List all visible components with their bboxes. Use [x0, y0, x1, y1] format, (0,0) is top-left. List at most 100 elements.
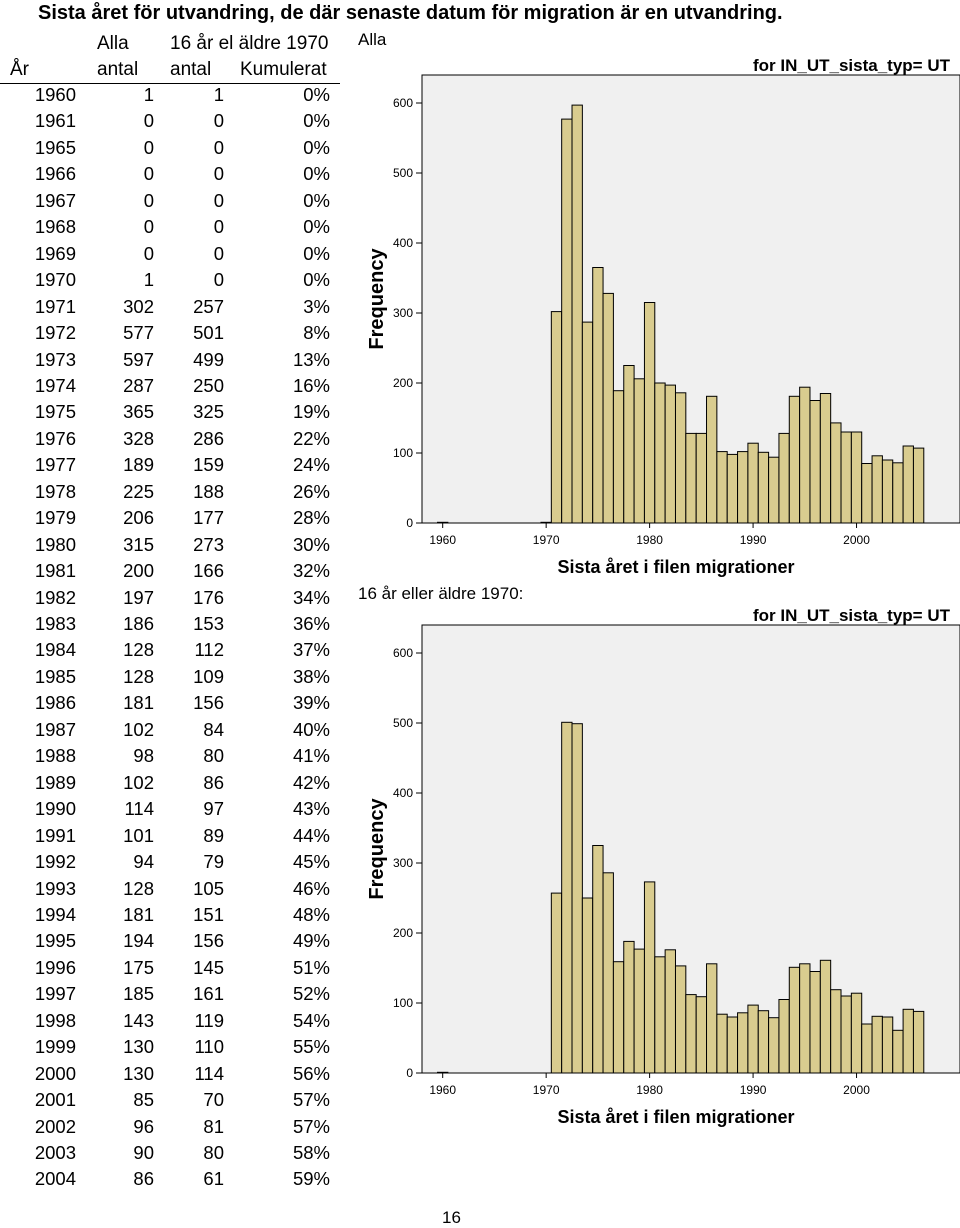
histogram-bar: [612, 961, 625, 1074]
y-tick-label: 600: [393, 96, 413, 110]
row-antal-alla: 1: [143, 269, 154, 291]
histogram-bar: [706, 395, 718, 524]
row-antal-alla: 101: [123, 824, 154, 846]
row-kumulerat: 57%: [292, 1115, 330, 1137]
row-antal-16: 156: [193, 692, 224, 714]
page-title: Sista året för utvandring, de där senast…: [38, 2, 783, 24]
histogram-bar: [581, 897, 594, 1074]
row-year: 2002: [34, 1115, 76, 1137]
row-antal-alla: 0: [143, 163, 154, 185]
y-axis-label: Frequency: [366, 798, 388, 900]
row-year: 1983: [34, 613, 76, 634]
histogram-bar: [581, 321, 594, 524]
row-kumulerat: 43%: [292, 798, 330, 820]
header-ar: År: [10, 59, 29, 80]
row-antal-16: 84: [203, 718, 224, 740]
row-antal-alla: 315: [123, 533, 154, 555]
histogram-bar: [571, 723, 583, 1074]
row-year: 1995: [34, 930, 76, 952]
row-antal-16: 81: [203, 1115, 224, 1137]
histogram-bar: [912, 447, 925, 524]
row-antal-alla: 1: [143, 84, 154, 105]
histogram-bar: [902, 445, 914, 524]
row-year: 1979: [34, 507, 76, 529]
histogram-bar: [664, 384, 676, 524]
histogram-bar: [550, 311, 563, 524]
row-kumulerat: 0%: [303, 269, 330, 291]
row-kumulerat: 56%: [292, 1062, 330, 1084]
row-antal-alla: 225: [123, 480, 154, 502]
histogram-bar: [633, 948, 645, 1074]
row-antal-alla: 86: [133, 1168, 154, 1190]
x-tick-label: 1960: [429, 1083, 456, 1097]
header-antal-alla: antal: [97, 59, 139, 80]
row-kumulerat: 0%: [303, 110, 330, 132]
histogram-bar: [561, 721, 573, 1074]
row-antal-16: 0: [213, 242, 224, 264]
row-year: 1967: [34, 189, 76, 211]
histogram-bar: [602, 292, 614, 524]
row-year: 1968: [34, 216, 76, 238]
histogram-bar: [726, 1016, 739, 1074]
histogram-bar: [788, 966, 801, 1074]
y-tick-label: 400: [393, 786, 413, 800]
row-kumulerat: 22%: [292, 427, 330, 449]
histogram-alla: for IN_UT_sista_typ= UT 0 100 200 300 400 500 6…: [366, 56, 960, 577]
row-antal-16: 119: [194, 1009, 225, 1031]
row-antal-alla: 0: [143, 189, 154, 211]
row-kumulerat: 0%: [303, 163, 330, 185]
row-antal-16: 499: [193, 348, 224, 370]
row-kumulerat: 0%: [303, 189, 330, 211]
histogram-bar: [726, 453, 739, 524]
histogram-bar: [799, 386, 811, 524]
row-kumulerat: 16%: [292, 374, 330, 396]
y-tick-label: 300: [393, 306, 413, 320]
row-antal-16: 97: [203, 798, 224, 820]
row-kumulerat: 34%: [292, 586, 330, 608]
row-kumulerat: 42%: [292, 771, 330, 793]
row-year: 1981: [34, 560, 76, 582]
row-year: 1980: [34, 533, 76, 555]
histogram-bar: [654, 956, 666, 1074]
row-antal-16: 176: [193, 586, 224, 608]
row-year: 1991: [34, 824, 76, 846]
row-year: 1982: [34, 586, 76, 608]
row-year: 2000: [34, 1062, 76, 1084]
y-tick-label: 600: [393, 646, 413, 660]
row-kumulerat: 0%: [303, 136, 330, 158]
histogram-bar: [768, 456, 780, 524]
row-antal-16: 79: [203, 851, 224, 873]
row-antal-alla: 128: [123, 665, 154, 687]
x-tick-label: 1990: [740, 1083, 767, 1097]
row-year: 1997: [34, 983, 76, 1005]
row-kumulerat: 0%: [303, 216, 330, 238]
row-year: 1960: [34, 84, 76, 105]
row-antal-alla: 0: [143, 216, 154, 238]
row-antal-16: 61: [203, 1168, 224, 1190]
histogram-bar: [892, 1029, 904, 1074]
histogram-bar: [830, 422, 842, 524]
histogram-bar: [571, 104, 583, 524]
histogram-bar: [881, 459, 894, 524]
row-antal-alla: 577: [123, 322, 154, 344]
x-axis-label: Sista året i filen migrationer: [557, 1107, 794, 1127]
histogram-bar: [768, 1017, 780, 1074]
histogram-bar: [737, 451, 749, 524]
histogram-bar: [912, 1010, 925, 1074]
row-antal-16: 86: [203, 771, 224, 793]
row-antal-alla: 102: [123, 771, 154, 793]
row-kumulerat: 24%: [292, 454, 330, 476]
row-year: 1990: [34, 798, 76, 820]
y-tick-label: 100: [393, 996, 413, 1010]
chart-title: for IN_UT_sista_typ= UT: [753, 56, 951, 75]
histogram-bar: [819, 393, 832, 524]
histogram-bar: [850, 992, 863, 1074]
row-year: 1986: [34, 692, 76, 714]
row-kumulerat: 0%: [303, 242, 330, 264]
histogram-bar: [830, 989, 842, 1074]
row-antal-16: 0: [213, 269, 224, 291]
row-year: 1988: [34, 745, 76, 767]
header-kumulerat: Kumulerat: [240, 59, 327, 80]
row-antal-alla: 128: [123, 877, 154, 899]
histogram-bar: [685, 994, 697, 1074]
